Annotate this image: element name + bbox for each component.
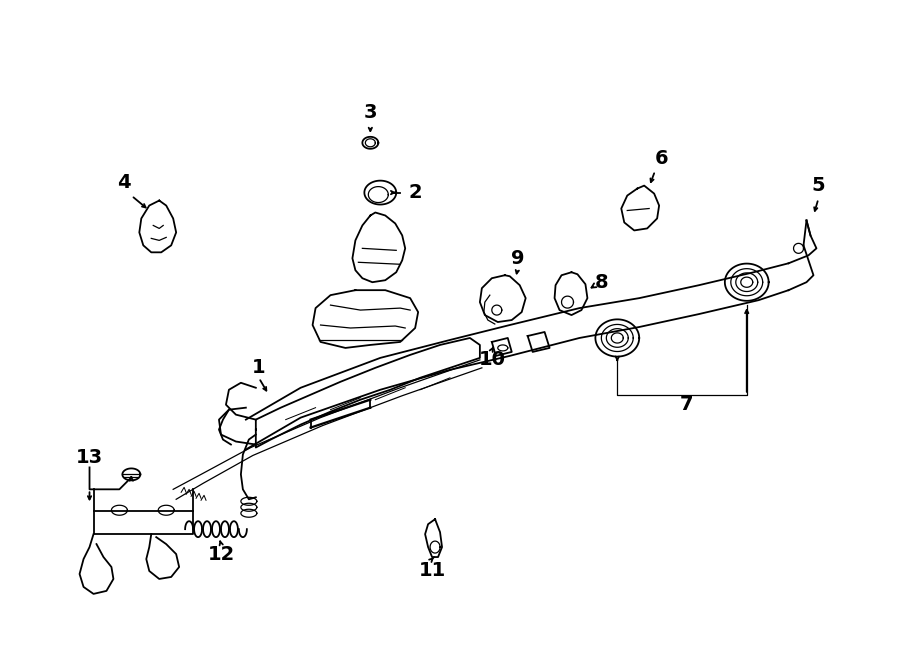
Text: 3: 3 — [364, 103, 377, 122]
Text: 9: 9 — [511, 249, 525, 268]
Text: 13: 13 — [76, 448, 104, 467]
Text: 11: 11 — [418, 561, 446, 580]
Text: 1: 1 — [252, 358, 266, 377]
Text: 8: 8 — [595, 273, 608, 292]
Text: 7: 7 — [680, 395, 694, 414]
Text: 12: 12 — [207, 545, 235, 564]
Text: 6: 6 — [654, 149, 668, 169]
Text: 4: 4 — [117, 173, 130, 192]
Text: 10: 10 — [478, 350, 505, 369]
Text: 5: 5 — [812, 176, 825, 195]
Text: 2: 2 — [409, 183, 422, 202]
